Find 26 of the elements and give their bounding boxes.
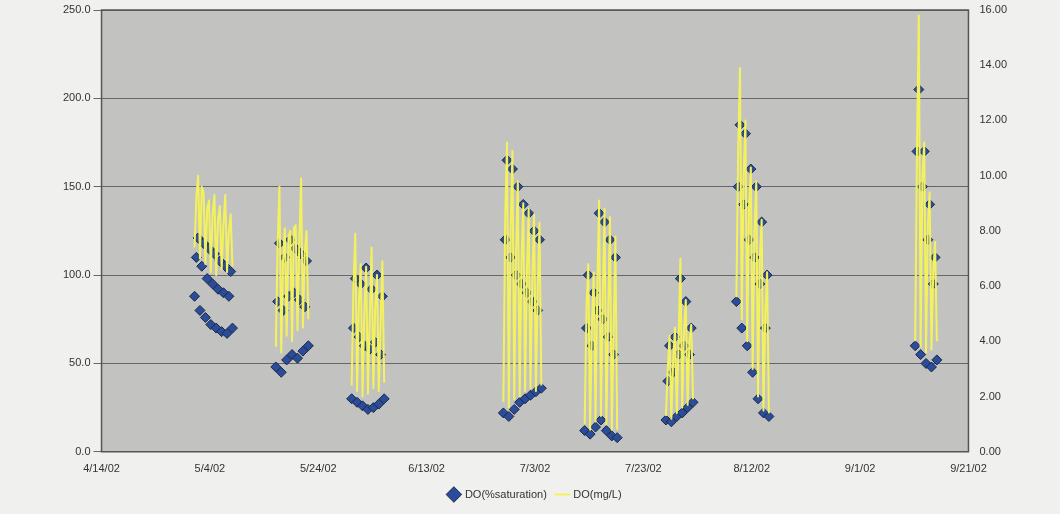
- x-tick-label: 8/12/02: [733, 462, 771, 475]
- y2-tick-label: 2.00: [979, 389, 1001, 402]
- x-tick-label: 4/14/02: [83, 462, 120, 475]
- y-tick-label: 50.0: [69, 356, 91, 369]
- y-tick-label: 200.0: [63, 91, 91, 104]
- y2-tick-label: 8.00: [979, 223, 1001, 236]
- legend-label: DO(%saturation): [464, 487, 547, 500]
- y2-tick-label: 10.00: [979, 168, 1007, 181]
- y2-tick-label: 12.00: [979, 113, 1007, 126]
- x-tick-label: 7/23/02: [625, 462, 662, 475]
- x-tick-label: 9/21/02: [950, 462, 987, 475]
- y2-tick-label: 0.00: [979, 444, 1001, 457]
- x-tick-label: 9/1/02: [844, 462, 876, 475]
- x-tick-label: 5/24/02: [299, 462, 337, 475]
- y-tick-label: 0.0: [75, 444, 91, 457]
- x-tick-label: 7/3/02: [519, 462, 551, 475]
- y2-tick-label: 14.00: [979, 58, 1007, 71]
- y2-tick-label: 16.00: [979, 3, 1007, 16]
- y-tick-label: 250.0: [63, 3, 91, 16]
- y2-tick-label: 6.00: [979, 279, 1001, 292]
- y-tick-label: 100.0: [63, 268, 91, 281]
- x-tick-label: 5/4/02: [194, 462, 226, 475]
- legend-label: DO(mg/L): [573, 487, 622, 500]
- y2-tick-label: 4.00: [979, 334, 1001, 347]
- x-tick-label: 6/13/02: [408, 462, 445, 475]
- y-tick-label: 150.0: [63, 179, 91, 192]
